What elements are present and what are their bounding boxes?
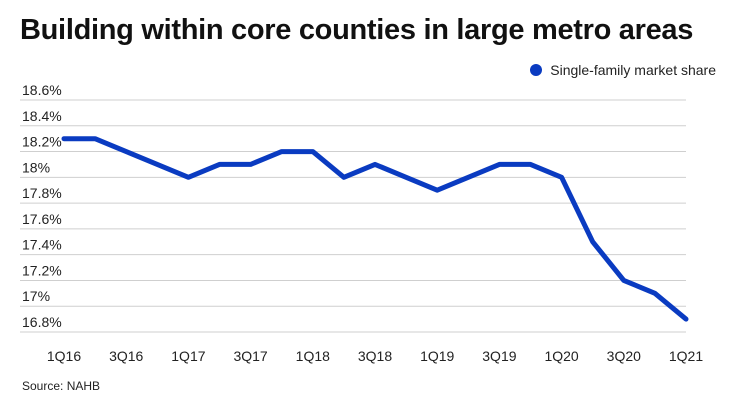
x-tick-label: 1Q18: [296, 348, 330, 364]
series-layer: [61, 136, 689, 322]
grid-lines: [20, 99, 686, 333]
y-tick-label: 17%: [22, 288, 50, 304]
chart-legend: Single-family market share: [530, 62, 716, 78]
y-tick-label: 18.6%: [22, 82, 62, 98]
x-tick-label: 1Q20: [544, 348, 578, 364]
x-tick-label: 1Q21: [669, 348, 703, 364]
y-tick-label: 18.4%: [22, 108, 62, 124]
y-tick-label: 16.8%: [22, 314, 62, 330]
y-tick-label: 17.4%: [22, 237, 62, 253]
x-tick-label: 3Q19: [482, 348, 516, 364]
x-tick-label: 3Q17: [233, 348, 267, 364]
x-tick-label: 1Q16: [47, 348, 81, 364]
y-tick-label: 18%: [22, 159, 50, 175]
y-tick-label: 17.2%: [22, 262, 62, 278]
x-tick-label: 3Q20: [607, 348, 641, 364]
chart-title: Building within core counties in large m…: [20, 14, 694, 46]
x-axis-ticks: 1Q16 3Q16 1Q17 3Q17 1Q18 3Q18 1Q19 3Q19 1Q20 3Q20…: [47, 348, 703, 364]
legend-label: Single-family market share: [550, 62, 716, 78]
y-tick-label: 17.6%: [22, 211, 62, 227]
x-tick-label: 1Q17: [171, 348, 205, 364]
y-tick-label: 17.8%: [22, 185, 62, 201]
source-note: Source: NAHB: [22, 379, 101, 393]
y-tick-label: 18.2%: [22, 134, 62, 150]
x-tick-label: 1Q19: [420, 348, 454, 364]
y-axis-ticks: 18.6% 18.4% 18.2% 18% 17.8% 17.6% 17.4% 17.2% 17…: [22, 82, 62, 330]
x-tick-label: 3Q18: [358, 348, 392, 364]
legend-marker: [530, 64, 543, 76]
series-line-single-family-market-share: [61, 136, 689, 322]
x-tick-label: 3Q16: [109, 348, 143, 364]
